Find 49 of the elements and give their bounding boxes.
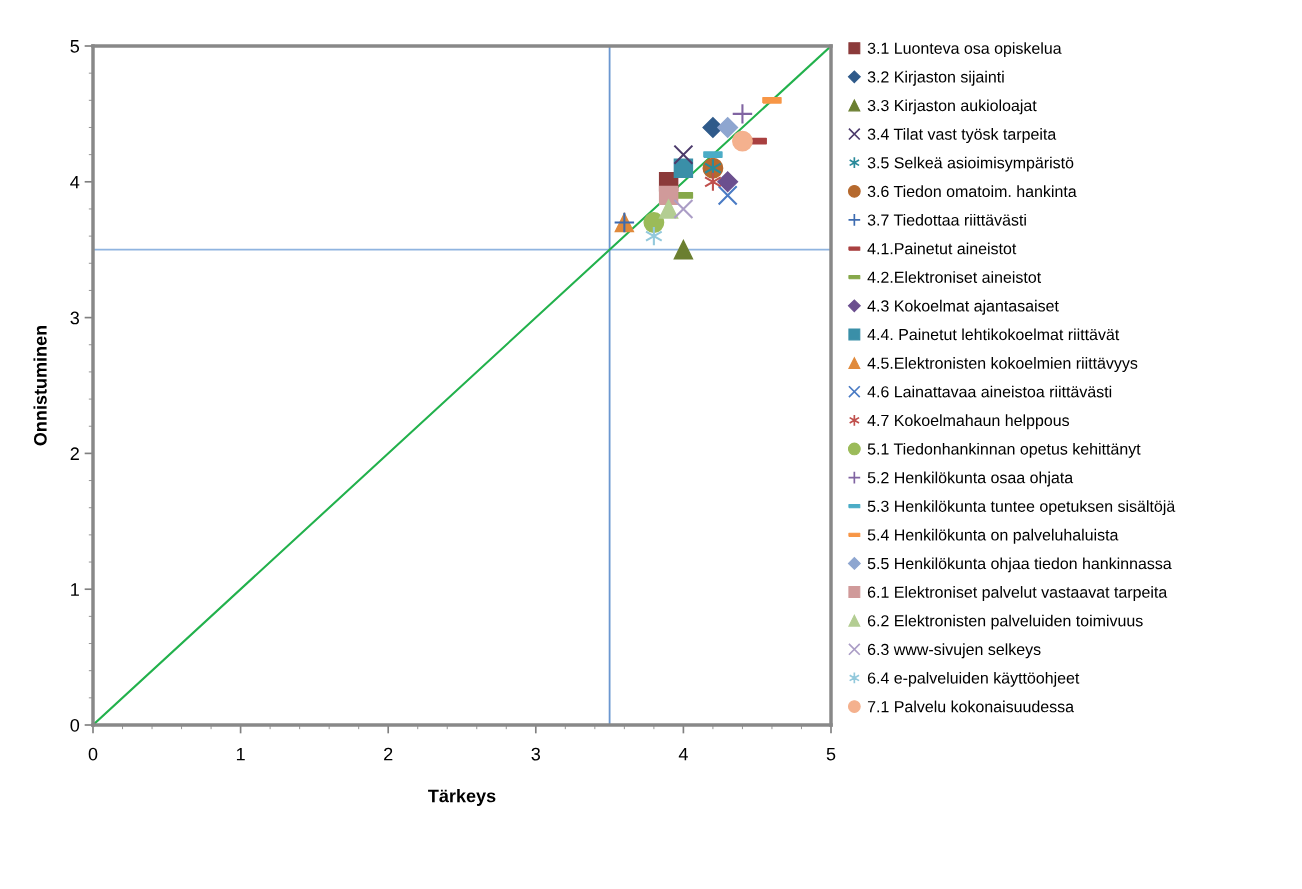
point [717,171,739,193]
legend-label: 4.1.Painetut aineistot [867,242,1017,255]
point [673,158,694,178]
y-axis-title: Onnistuminen [33,325,47,446]
legend-label: 3.1 Luonteva osa opiskelua [867,42,1062,58]
legend-label: 4.5.Elektronisten kokoelmien riittävyys [867,357,1138,372]
legend-label: 4.4. Painetut lehtikokoelmat riittävät [867,328,1120,341]
x-tick-label: 4 [678,747,688,761]
y-tick-label: 2 [70,447,79,460]
y-tick-label: 5 [70,40,80,53]
legend-label: 4.6 Lainattavaa aineistoa riittävästi [867,385,1112,398]
legend-label: 4.3 Kokoelmat ajantasaiset [867,299,1059,315]
y-tick-label: 3 [70,311,80,325]
y-tick-label: 1 [71,583,79,596]
x-tick-label: 2 [384,747,393,761]
x-tick-label: 5 [826,747,836,761]
legend-label: 6.1 Elektroniset palvelut vastaavat tarpeita [867,586,1168,601]
x-tick-label: 0 [88,747,98,761]
point [673,144,694,165]
legend-label: 3.3 Kirjaston aukioloajat [867,99,1037,115]
point [673,239,694,260]
legend-label: 5.5 Henkilökunta ohjaa tiedon hankinnassa [867,557,1172,573]
x-tick-label: 3 [531,747,541,761]
point [731,103,754,125]
y-tick-label: 0 [70,718,80,732]
legend-label: 7.1 Palvelu kokonaisuudessa [867,700,1075,713]
legend-label: 5.4 Henkilökunta on palveluhaluista [867,528,1119,544]
legend-label: 4.7 Kokoelmahaun helppous [867,414,1070,430]
point [717,116,739,138]
x-axis-title: Tärkeys [428,789,496,806]
y-tick-label: 4 [70,175,80,189]
legend-label: 4.2.Elektroniset aineistot [867,271,1042,283]
point [732,130,753,152]
x-tick-label: 1 [236,747,245,761]
legend-label: 6.2 Elektronisten palveluiden toimivuus [867,614,1143,630]
legend-label: 3.7 Tiedottaa riittävästi [867,213,1026,226]
legend-label: 5.3 Henkilökunta tuntee opetuksen sisältöjä [867,500,1176,516]
legend-label: 3.6 Tiedon omatoim. hankinta [867,185,1077,198]
point [658,199,679,219]
legend-label: 5.2 Henkilökunta osaa ohjata [867,471,1074,487]
legend-label: 3.2 Kirjaston sijainti [867,70,1004,86]
point [673,198,694,220]
legend-label: 3.4 Tilat vast työsk tarpeita [867,128,1057,143]
point [717,185,738,206]
legend-label: 5.1 Tiedonhankinnan opetus kehittänyt [867,442,1141,458]
legend-label: 3.5 Selkeä asioimisympäristö [867,156,1074,172]
legend-label: 6.4 e-palveluiden käyttöohjeet [867,671,1080,687]
legend-label: 6.3 www-sivujen selkeys [867,643,1041,659]
point [643,212,665,233]
